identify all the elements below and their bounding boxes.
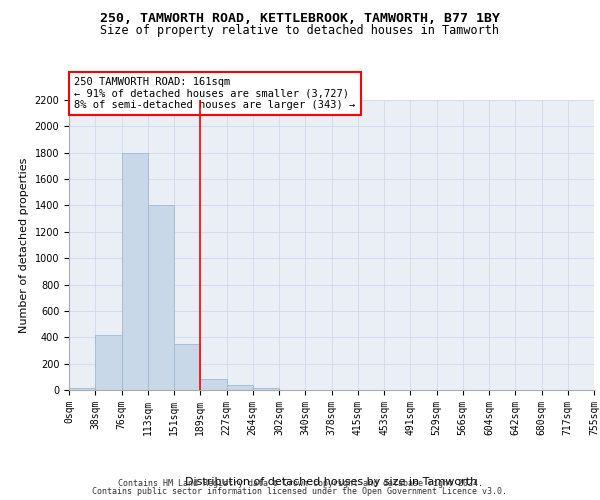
Bar <box>174 344 200 390</box>
Bar <box>148 206 174 390</box>
Text: 250, TAMWORTH ROAD, KETTLEBROOK, TAMWORTH, B77 1BY: 250, TAMWORTH ROAD, KETTLEBROOK, TAMWORT… <box>100 12 500 26</box>
Bar <box>227 386 253 390</box>
Bar <box>200 380 227 390</box>
Text: Size of property relative to detached houses in Tamworth: Size of property relative to detached ho… <box>101 24 499 37</box>
Text: Contains HM Land Registry data © Crown copyright and database right 2024.: Contains HM Land Registry data © Crown c… <box>118 478 482 488</box>
Bar <box>95 334 121 390</box>
Text: Contains public sector information licensed under the Open Government Licence v3: Contains public sector information licen… <box>92 487 508 496</box>
Bar <box>121 152 148 390</box>
X-axis label: Distribution of detached houses by size in Tamworth: Distribution of detached houses by size … <box>185 476 478 486</box>
Text: 250 TAMWORTH ROAD: 161sqm
← 91% of detached houses are smaller (3,727)
8% of sem: 250 TAMWORTH ROAD: 161sqm ← 91% of detac… <box>74 77 355 110</box>
Y-axis label: Number of detached properties: Number of detached properties <box>19 158 29 332</box>
Bar <box>253 388 279 390</box>
Bar <box>69 388 95 390</box>
